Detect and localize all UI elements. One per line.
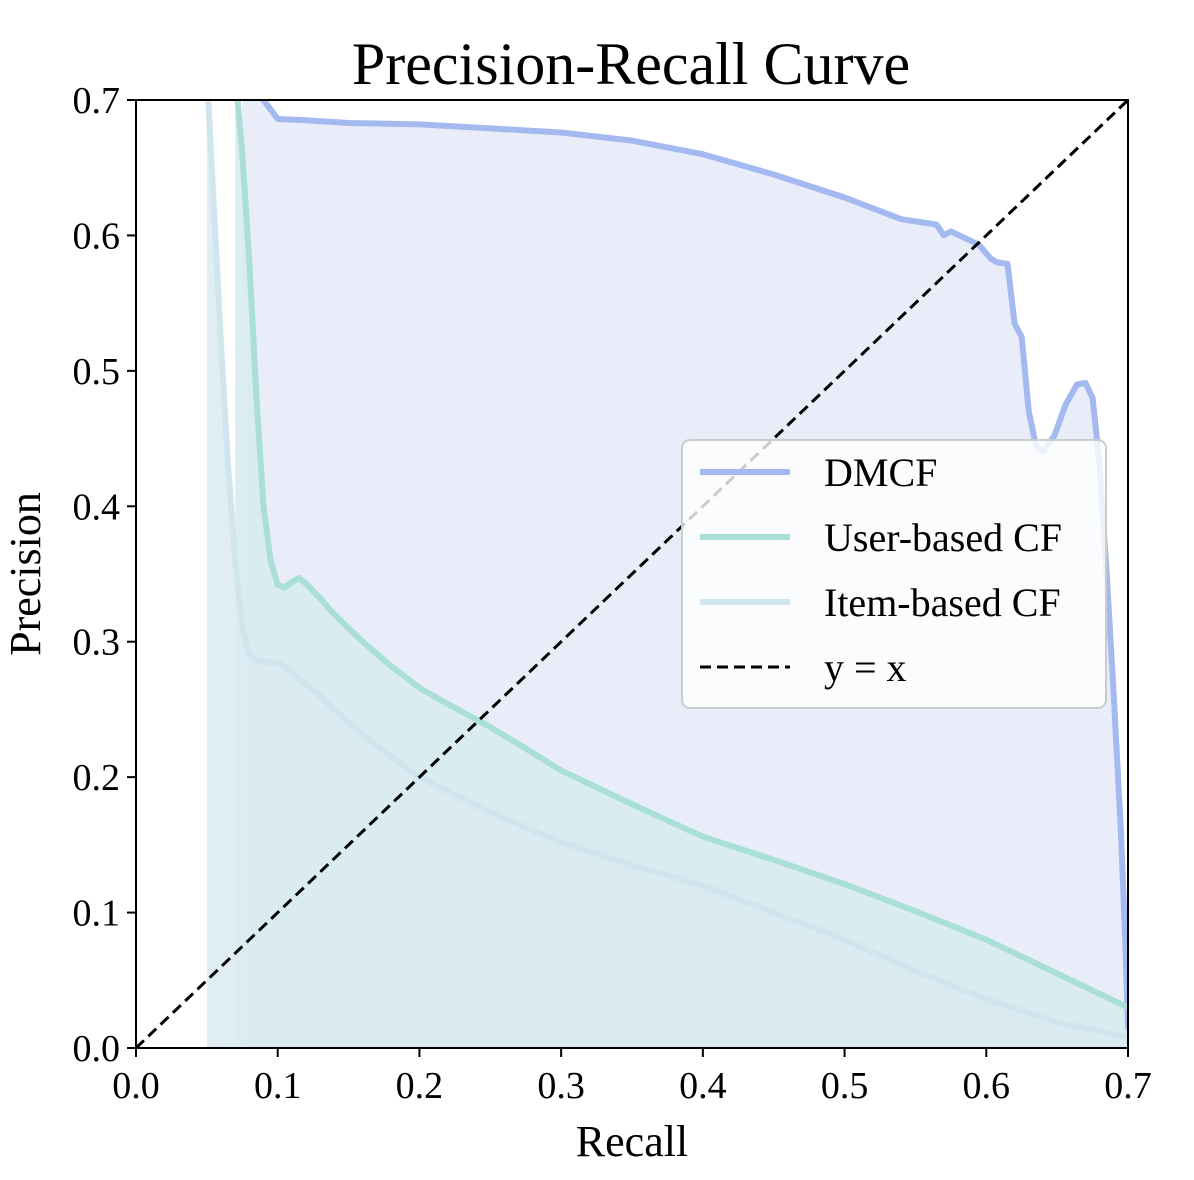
y-tick-label: 0.3	[73, 622, 121, 664]
legend-label-3: y = x	[824, 645, 907, 690]
legend-label-0: DMCF	[824, 450, 937, 495]
legend-box	[681, 439, 1107, 709]
x-tick-label: 0.5	[821, 1065, 869, 1107]
y-tick-label: 0.6	[73, 215, 121, 257]
legend: DMCF User-based CF Item-based CF y = x	[681, 439, 1107, 709]
x-axis: 0.0 0.1 0.2 0.3 0.4 0.5 0.6 0.7	[112, 1048, 1152, 1107]
x-axis-label: Recall	[576, 1117, 688, 1166]
x-tick-label: 0.4	[679, 1065, 727, 1107]
series-line-0	[259, 100, 1128, 1031]
y-tick-label: 0.2	[73, 757, 121, 799]
y-tick-label: 0.0	[73, 1028, 121, 1070]
x-tick-label: 0.2	[396, 1065, 444, 1107]
y-tick-label: 0.4	[73, 486, 121, 528]
legend-label-1: User-based CF	[824, 515, 1062, 560]
legend-label-2: Item-based CF	[824, 580, 1061, 625]
x-tick-label: 0.7	[1104, 1065, 1152, 1107]
y-tick-label: 0.7	[73, 80, 121, 122]
series-fill-2	[206, 100, 1128, 1048]
y-tick-label: 0.1	[73, 893, 121, 935]
y-axis: 0.0 0.1 0.2 0.3 0.4 0.5 0.6 0.7	[73, 80, 136, 1070]
series-line-3	[136, 100, 1128, 1048]
series-line-2	[205, 100, 1128, 1041]
chart-title: Precision-Recall Curve	[352, 31, 910, 97]
x-tick-label: 0.6	[963, 1065, 1011, 1107]
y-tick-label: 0.5	[73, 351, 121, 393]
y-axis-label: Precision	[1, 492, 50, 656]
plot-frame	[135, 99, 1129, 1049]
x-tick-label: 0.3	[537, 1065, 585, 1107]
x-tick-label: 0.1	[254, 1065, 302, 1107]
series-line-1	[234, 100, 1128, 1011]
x-tick-label: 0.0	[112, 1065, 160, 1107]
series-lines	[136, 100, 1128, 1048]
